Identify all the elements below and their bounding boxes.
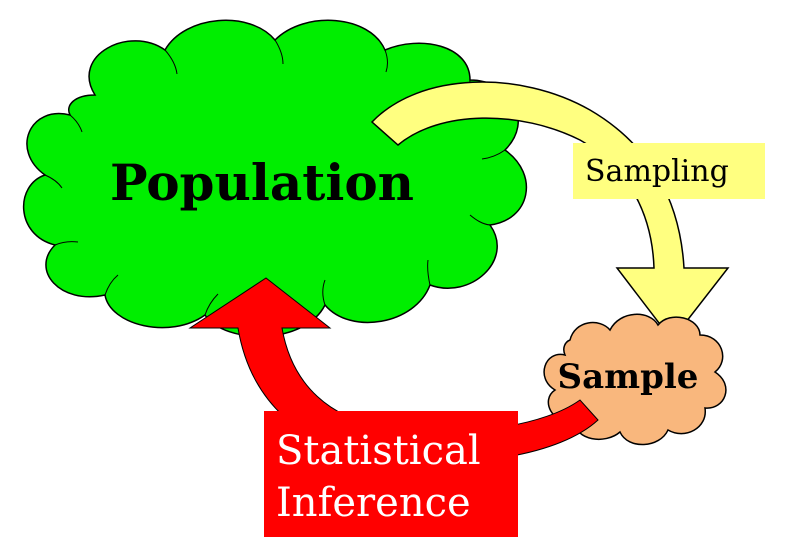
sample-label: Sample (558, 357, 699, 397)
sampling-label: Sampling (585, 154, 729, 189)
sampling-label-box: Sampling (573, 143, 765, 199)
inference-label-line1: Statistical (276, 428, 481, 474)
population-label: Population (110, 153, 414, 212)
inference-label-line2: Inference (276, 480, 471, 526)
population-cloud (23, 19, 528, 338)
inference-label-box: Statistical Inference (264, 411, 518, 537)
sampling-arrow (370, 81, 730, 342)
